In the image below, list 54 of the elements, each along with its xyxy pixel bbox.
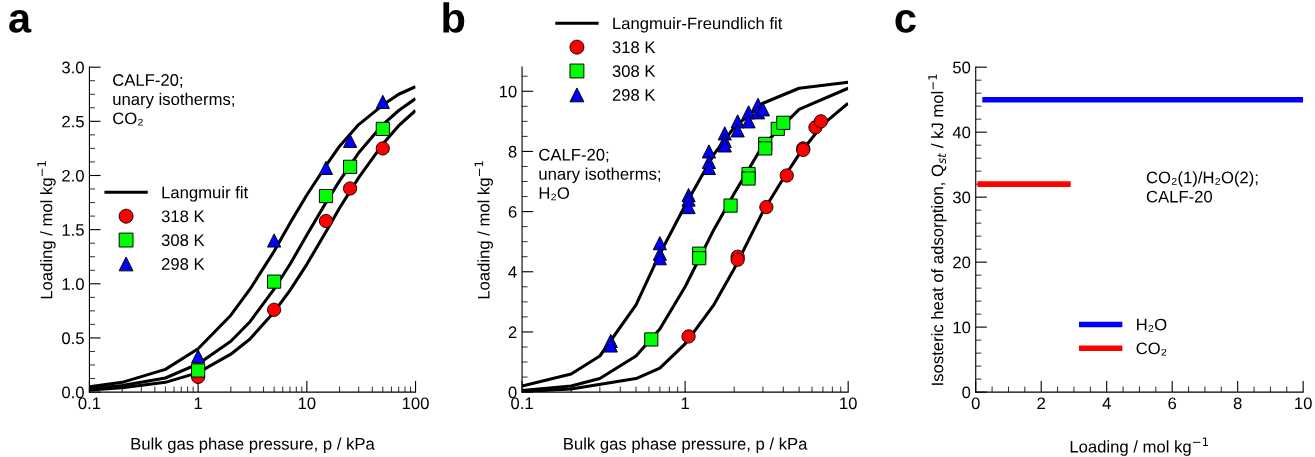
legend-label: CO₂ bbox=[1136, 342, 1167, 356]
x-tick-label: 10 bbox=[298, 397, 316, 410]
x-tick-label: 0.1 bbox=[78, 397, 101, 410]
y-tick-label: 10 bbox=[953, 321, 971, 334]
y-axis-title: Isosteric heat of adsorption, Q$_{st}$ / kJ mol$^{−1}$ bbox=[928, 74, 947, 385]
y-tick-label: 20 bbox=[953, 256, 971, 269]
x-axis-title: Loading / mol kg$^{−1}$ bbox=[1070, 437, 1208, 456]
x-tick-label: 1 bbox=[194, 397, 202, 410]
x-tick-label: 6 bbox=[1168, 397, 1177, 410]
y-tick-label: 0 bbox=[962, 386, 971, 399]
text: b bbox=[443, 2, 465, 33]
legend-label: 308 K bbox=[161, 234, 205, 247]
y-tick-label: 1.5 bbox=[62, 224, 84, 236]
x-tick-label: 0.1 bbox=[511, 397, 533, 410]
y-axis-title: Loading / mol kg$^{−1}$ bbox=[474, 161, 493, 299]
legend-label: 298 K bbox=[612, 89, 656, 101]
y-axis-title: Loading / mol kg$^{−1}$ bbox=[37, 161, 56, 299]
y-tick-label: 10 bbox=[499, 85, 517, 98]
y-tick-label: 0.0 bbox=[62, 386, 84, 399]
text: c bbox=[895, 9, 916, 33]
x-axis-title: Bulk gas phase pressure, p / kPa bbox=[564, 437, 808, 454]
annotation: CO₂(1)/H₂O(2); CALF-20 bbox=[1146, 171, 1258, 203]
x-axis-title: Bulk gas phase pressure, p / kPa bbox=[131, 437, 375, 454]
text: a bbox=[9, 9, 32, 33]
legend-label: 298 K bbox=[161, 258, 205, 270]
y-tick-label: 30 bbox=[952, 191, 971, 204]
y-tick-label: 3.0 bbox=[62, 61, 84, 74]
y-tick-label: 50 bbox=[953, 61, 971, 74]
x-tick-label: 8 bbox=[1233, 397, 1242, 410]
y-tick-label: 4 bbox=[508, 266, 517, 278]
legend-label: H₂O bbox=[1137, 318, 1167, 332]
legend-label: 318 K bbox=[161, 210, 205, 223]
x-tick-label: 1 bbox=[681, 397, 689, 410]
legend-label: Langmuir-Freundlich fit bbox=[613, 17, 783, 33]
y-tick-label: 2.0 bbox=[62, 169, 84, 182]
y-tick-label: 8 bbox=[508, 145, 517, 158]
x-tick-label: 100 bbox=[402, 397, 429, 410]
y-tick-label: 2 bbox=[508, 326, 517, 338]
y-tick-label: 6 bbox=[508, 205, 517, 218]
x-tick-label: 10 bbox=[840, 397, 857, 410]
y-tick-label: 40 bbox=[952, 126, 971, 139]
x-tick-label: 0 bbox=[971, 397, 980, 410]
legend-label: 318 K bbox=[612, 41, 656, 54]
x-tick-label: 2 bbox=[1037, 397, 1046, 410]
annotation: CALF-20; unary isotherms; CO₂ bbox=[113, 74, 234, 126]
legend-label: 308 K bbox=[612, 65, 656, 77]
y-tick-label: 1.0 bbox=[62, 278, 84, 290]
annotation: CALF-20; unary isotherms; H₂O bbox=[539, 148, 661, 201]
y-tick-label: 0 bbox=[508, 386, 517, 399]
x-tick-label: 10 bbox=[1295, 397, 1312, 410]
y-tick-label: 0.5 bbox=[62, 332, 84, 345]
x-tick-label: 4 bbox=[1102, 397, 1111, 410]
legend-label: Langmuir fit bbox=[162, 186, 249, 202]
y-tick-label: 2.5 bbox=[62, 115, 84, 128]
